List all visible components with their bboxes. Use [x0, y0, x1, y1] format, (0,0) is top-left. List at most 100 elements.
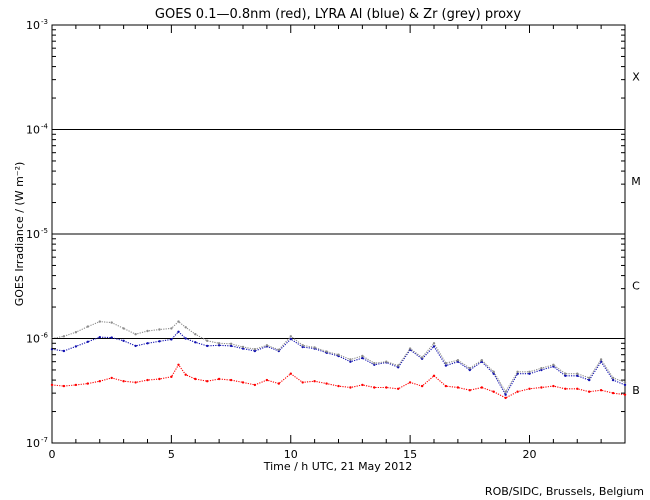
series-trace	[51, 331, 626, 396]
data-point	[444, 362, 448, 365]
y-tick-label: 10	[26, 437, 40, 450]
data-point	[253, 383, 257, 387]
data-point	[385, 360, 388, 363]
data-point	[110, 336, 113, 339]
data-point	[397, 366, 400, 369]
data-point	[540, 367, 543, 370]
data-point	[146, 342, 149, 345]
data-point	[265, 344, 269, 347]
data-point	[184, 373, 187, 376]
flare-class-label: C	[632, 280, 640, 293]
data-point	[576, 387, 579, 390]
y-tick-exponent: -6	[41, 332, 49, 340]
data-point	[86, 325, 90, 328]
data-point	[504, 393, 507, 396]
data-point	[337, 353, 340, 356]
y-tick-label: 10	[26, 228, 40, 241]
y-tick-label: 10	[26, 124, 40, 137]
data-point	[623, 393, 627, 396]
data-point	[588, 390, 591, 393]
flare-class-label: M	[631, 175, 641, 188]
data-point	[516, 390, 519, 393]
data-point	[170, 338, 173, 341]
data-point	[552, 384, 555, 388]
data-point	[206, 339, 209, 342]
data-point	[122, 327, 125, 330]
data-point	[349, 360, 352, 363]
data-point	[468, 368, 471, 372]
y-tick-exponent: -4	[41, 123, 49, 131]
data-point	[516, 372, 519, 375]
data-point	[184, 326, 187, 329]
data-point	[217, 344, 221, 347]
data-point	[241, 345, 245, 349]
data-point	[361, 356, 364, 360]
data-point	[385, 386, 388, 389]
data-point	[74, 345, 78, 348]
data-point	[158, 377, 161, 381]
data-point	[206, 344, 209, 348]
data-point	[134, 344, 137, 348]
series-trace	[51, 320, 626, 393]
data-point	[504, 396, 507, 400]
data-point	[313, 380, 316, 383]
data-point	[611, 391, 615, 395]
data-point	[277, 382, 280, 385]
y-tick-labels: 10-710-610-510-410-3	[26, 18, 49, 450]
data-point	[576, 374, 579, 377]
data-point	[325, 350, 328, 353]
data-point	[253, 349, 257, 353]
data-point	[206, 380, 209, 383]
data-point	[289, 335, 292, 338]
x-tick-label: 5	[168, 448, 175, 461]
data-point	[564, 374, 567, 377]
series-trace	[51, 363, 626, 399]
data-point	[289, 372, 292, 375]
data-point	[158, 328, 161, 331]
data-point	[277, 348, 280, 351]
credit-text: ROB/SIDC, Brussels, Belgium	[485, 485, 644, 498]
flare-class-label: X	[632, 71, 640, 84]
data-point	[564, 387, 567, 390]
data-point	[528, 372, 531, 375]
data-point	[229, 342, 233, 345]
data-point	[170, 327, 173, 330]
data-point	[397, 387, 400, 390]
data-point	[194, 377, 197, 381]
data-point	[540, 386, 543, 389]
data-point	[528, 370, 531, 373]
data-point	[456, 386, 460, 389]
data-point	[480, 386, 483, 389]
data-point	[301, 344, 304, 347]
data-point	[86, 382, 90, 385]
data-point	[98, 380, 102, 383]
flare-class-labels: B C M X	[631, 71, 641, 397]
data-point	[194, 341, 197, 344]
y-tick-exponent: -7	[41, 436, 48, 444]
data-point	[301, 381, 304, 384]
data-point	[408, 381, 412, 384]
data-point	[599, 358, 603, 361]
y-tick-exponent: -5	[41, 227, 48, 235]
data-point	[62, 349, 66, 353]
data-point	[289, 337, 292, 341]
data-point	[576, 372, 579, 375]
data-point	[528, 387, 531, 390]
y-axis-label: GOES Irradiance / (W m⁻²)	[13, 162, 26, 307]
axis-ticks	[51, 25, 626, 444]
data-point	[623, 383, 627, 387]
data-point	[588, 376, 591, 380]
data-point	[122, 380, 125, 383]
data-point	[397, 364, 400, 367]
data-point	[74, 331, 78, 334]
data-point	[540, 368, 543, 372]
x-tick-label: 15	[403, 448, 417, 461]
data-point	[177, 363, 180, 366]
data-point	[313, 346, 316, 349]
x-tick-label: 20	[523, 448, 537, 461]
data-point	[516, 370, 519, 373]
data-point	[110, 376, 113, 380]
data-point	[444, 384, 448, 388]
data-point	[420, 356, 424, 359]
